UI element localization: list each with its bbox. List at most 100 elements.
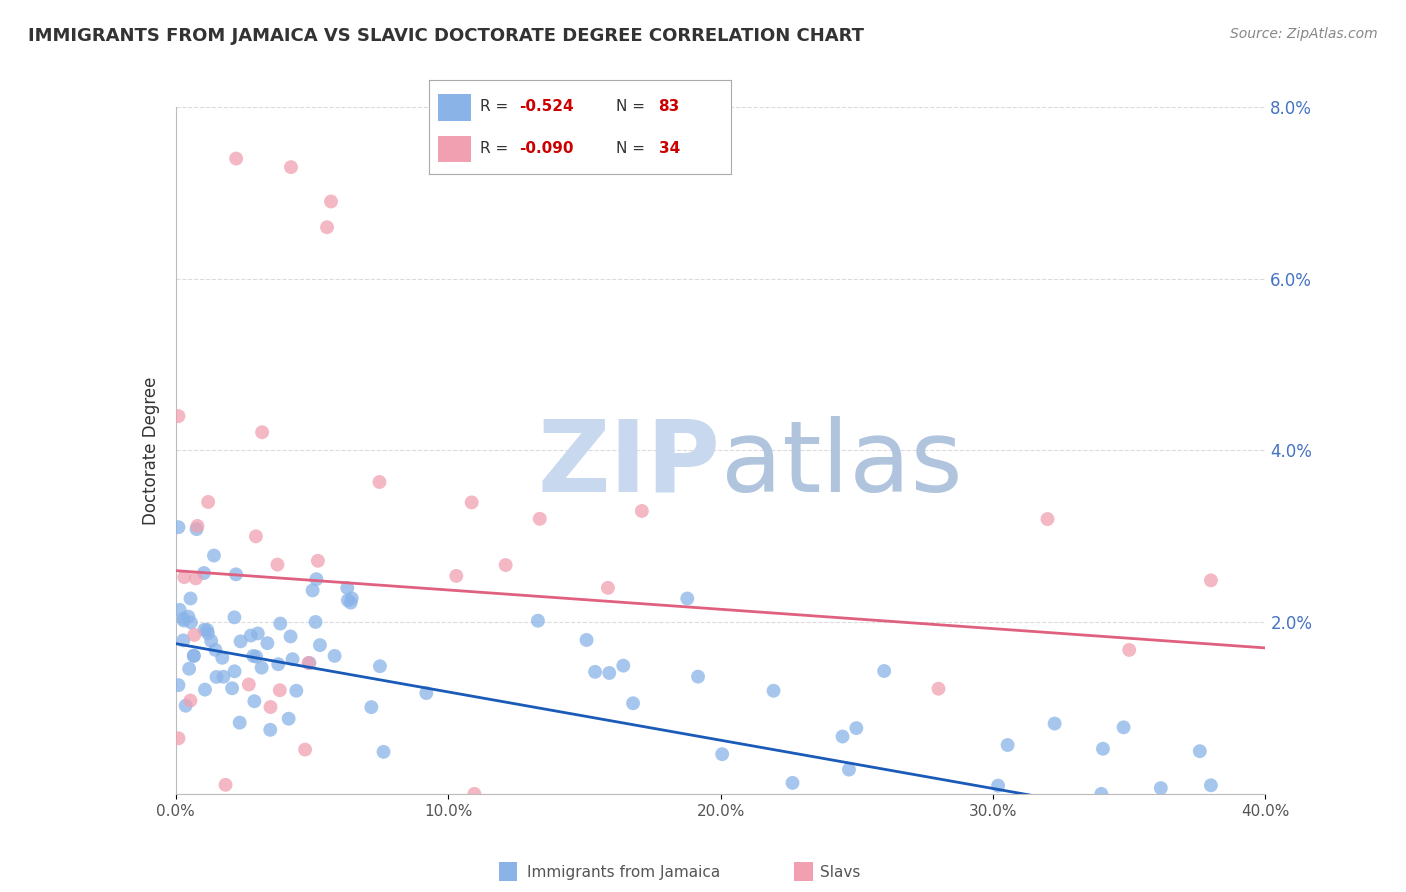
Point bbox=[239, 628, 262, 642]
Point bbox=[172, 633, 194, 648]
Point bbox=[1118, 643, 1140, 657]
Point bbox=[711, 747, 734, 761]
Point bbox=[225, 152, 247, 166]
Point bbox=[280, 160, 302, 174]
Text: Slavs: Slavs bbox=[820, 865, 860, 880]
Point bbox=[269, 616, 291, 631]
Point bbox=[495, 558, 517, 572]
Point bbox=[298, 656, 321, 670]
Point bbox=[194, 682, 217, 697]
Point bbox=[250, 660, 273, 674]
Point bbox=[631, 504, 654, 518]
Point bbox=[997, 738, 1019, 752]
Point bbox=[211, 650, 233, 665]
Point bbox=[179, 591, 201, 606]
Text: 34: 34 bbox=[658, 141, 681, 156]
Point bbox=[596, 581, 619, 595]
Text: 83: 83 bbox=[658, 99, 681, 114]
Point bbox=[316, 220, 339, 235]
Point bbox=[583, 665, 606, 679]
Point bbox=[987, 779, 1010, 793]
Point bbox=[309, 638, 332, 652]
Point bbox=[180, 615, 202, 630]
Point bbox=[246, 626, 269, 640]
Point bbox=[460, 495, 482, 509]
Point bbox=[415, 686, 437, 700]
Point bbox=[598, 665, 620, 680]
Point bbox=[928, 681, 950, 696]
Point bbox=[238, 677, 260, 691]
Point bbox=[183, 648, 205, 663]
Point bbox=[280, 629, 302, 643]
Point bbox=[1199, 778, 1222, 792]
Point bbox=[1090, 787, 1112, 801]
Point bbox=[368, 475, 391, 489]
Point bbox=[267, 657, 290, 672]
Point bbox=[167, 409, 190, 424]
Text: -0.524: -0.524 bbox=[520, 99, 574, 114]
Point bbox=[1199, 574, 1222, 588]
Y-axis label: Doctorate Degree: Doctorate Degree bbox=[142, 376, 160, 524]
Point bbox=[845, 721, 868, 735]
Point bbox=[336, 593, 359, 607]
Point bbox=[242, 648, 264, 663]
Point bbox=[266, 558, 288, 572]
Point bbox=[285, 683, 308, 698]
Point bbox=[184, 571, 207, 585]
Point bbox=[173, 570, 195, 584]
Point bbox=[179, 693, 201, 707]
Point bbox=[221, 681, 243, 696]
Text: R =: R = bbox=[481, 99, 513, 114]
Bar bbox=[437, 136, 471, 161]
Point bbox=[1188, 744, 1211, 758]
Point bbox=[179, 662, 201, 676]
Text: IMMIGRANTS FROM JAMAICA VS SLAVIC DOCTORATE DEGREE CORRELATION CHART: IMMIGRANTS FROM JAMAICA VS SLAVIC DOCTOR… bbox=[28, 27, 865, 45]
Point bbox=[301, 583, 323, 598]
Point bbox=[340, 591, 363, 606]
Point bbox=[621, 696, 644, 710]
Point bbox=[197, 626, 219, 640]
Text: R =: R = bbox=[481, 141, 513, 156]
Point bbox=[676, 591, 699, 606]
Point bbox=[873, 664, 896, 678]
Point bbox=[224, 610, 246, 624]
Point bbox=[229, 634, 252, 648]
Point bbox=[368, 659, 391, 673]
Point bbox=[305, 572, 328, 586]
Point bbox=[782, 776, 804, 790]
Point bbox=[167, 731, 190, 746]
Point bbox=[373, 745, 395, 759]
Point bbox=[224, 665, 246, 679]
Point bbox=[1112, 720, 1135, 734]
Point bbox=[193, 566, 215, 580]
Point bbox=[297, 656, 319, 670]
Point bbox=[183, 628, 205, 642]
Point bbox=[463, 787, 485, 801]
Point bbox=[205, 670, 228, 684]
Point bbox=[228, 715, 250, 730]
Point bbox=[197, 495, 219, 509]
Point bbox=[831, 730, 853, 744]
Point bbox=[195, 623, 218, 637]
Point bbox=[167, 678, 190, 692]
Point bbox=[529, 512, 551, 526]
Point bbox=[762, 683, 785, 698]
Point bbox=[169, 603, 191, 617]
Point bbox=[319, 194, 342, 209]
Point bbox=[174, 698, 197, 713]
Point bbox=[204, 643, 226, 657]
Text: N =: N = bbox=[616, 141, 650, 156]
Point bbox=[186, 522, 208, 536]
Point bbox=[245, 529, 267, 543]
Text: ZIP: ZIP bbox=[537, 416, 721, 513]
Point bbox=[446, 569, 468, 583]
Point bbox=[277, 712, 299, 726]
Text: Immigrants from Jamaica: Immigrants from Jamaica bbox=[527, 865, 720, 880]
Point bbox=[259, 700, 281, 714]
Text: -0.090: -0.090 bbox=[520, 141, 574, 156]
Point bbox=[294, 742, 316, 756]
Point bbox=[173, 614, 195, 628]
Bar bbox=[437, 95, 471, 120]
Point bbox=[167, 520, 190, 534]
Point bbox=[200, 633, 222, 648]
